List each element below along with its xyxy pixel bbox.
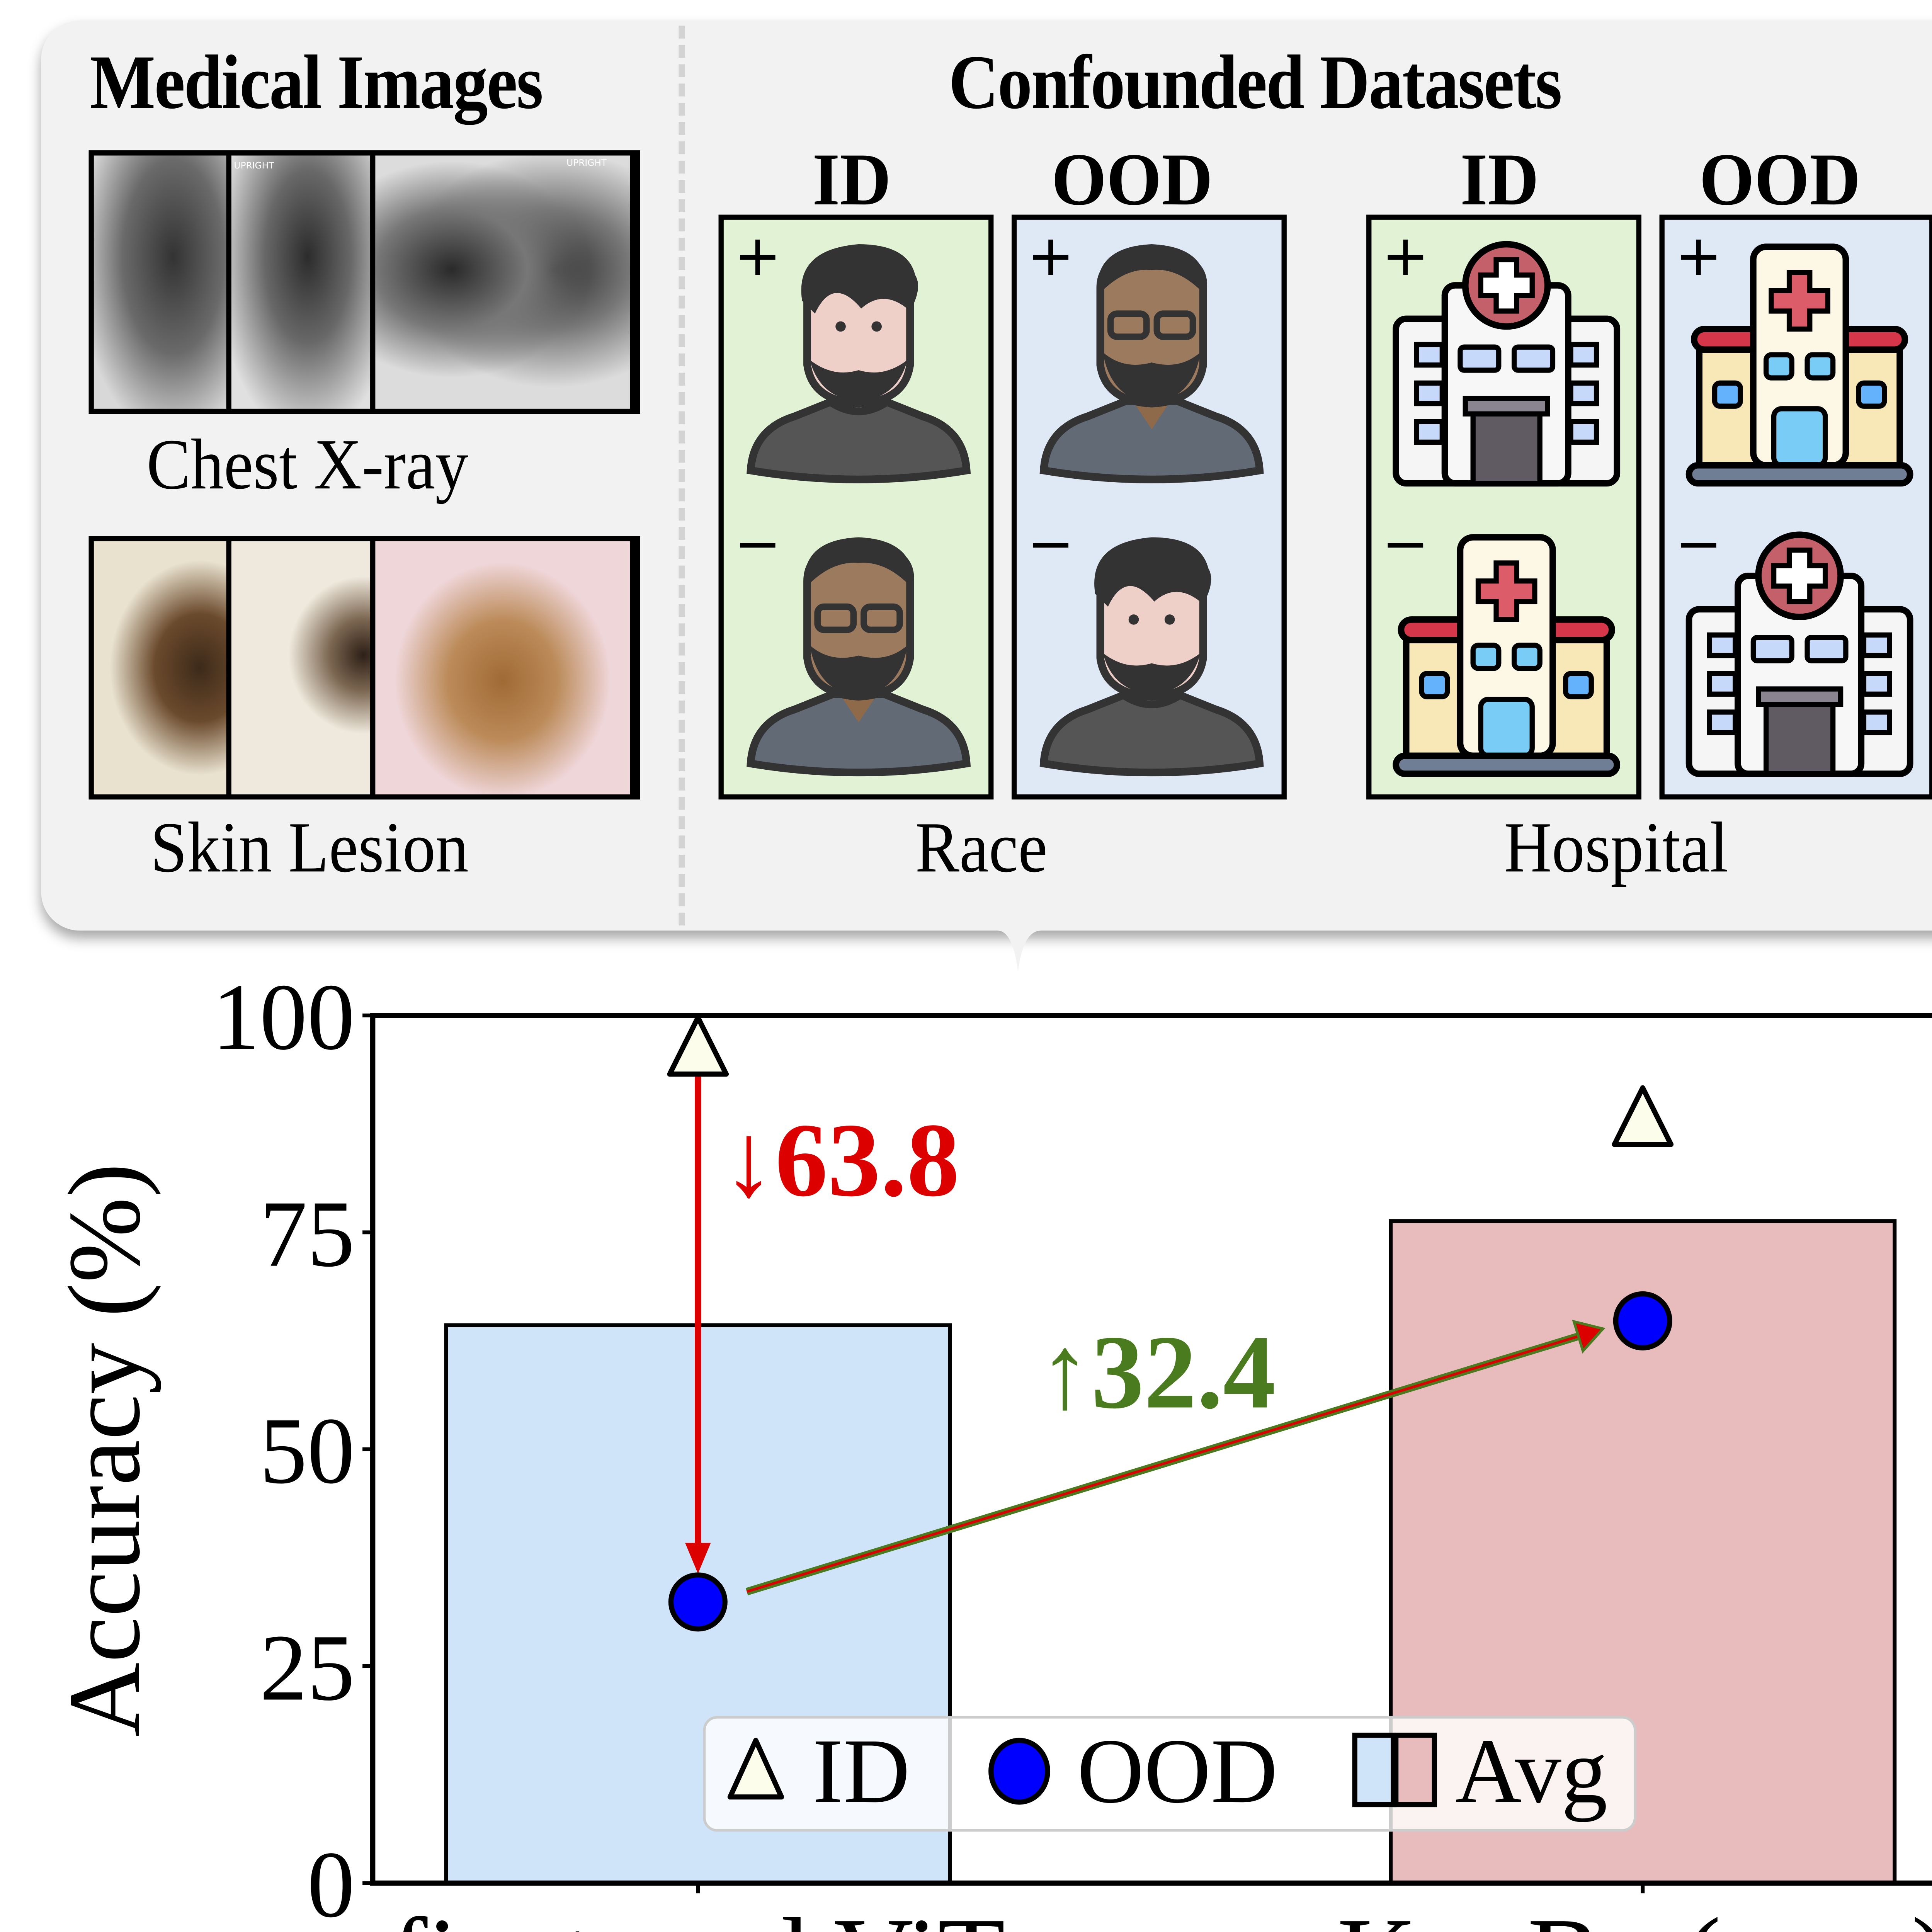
race-caption: Race [915, 808, 1048, 888]
legend-id-label: ID [812, 1720, 910, 1822]
negative-sign: − [734, 511, 782, 577]
dark-skin-man-glasses-icon [1039, 244, 1264, 483]
drop-annotation: ↓63.8 [723, 1102, 960, 1219]
panel-pointer [997, 920, 1041, 972]
positive-sign: + [734, 223, 782, 289]
legend-ood-label: OOD [1077, 1720, 1278, 1822]
hospital-yellow-red-roof-icon [1393, 534, 1621, 777]
legend-avg-label: Avg [1455, 1720, 1608, 1822]
medical-images-title: Medical Images [90, 40, 543, 125]
gain-arrow-shaft [746, 1335, 1579, 1593]
y-tick-label: 25 [260, 1616, 355, 1721]
x-tick-label: finetuned ViT [391, 1895, 1005, 1932]
light-skin-man-icon [1039, 537, 1264, 777]
hospital-white-circle-cross-icon [1685, 531, 1913, 777]
positive-sign: + [1675, 223, 1723, 289]
hospital-yellow-red-roof-icon [1685, 243, 1913, 487]
legend-ood-icon [988, 1738, 1050, 1805]
light-skin-man-icon [747, 244, 971, 483]
ood-marker [1613, 1291, 1672, 1350]
id-marker [1612, 1085, 1674, 1147]
skin-lesion-image [94, 541, 226, 794]
y-tick-label: 75 [260, 1182, 355, 1287]
skin-lesion-images [88, 536, 640, 800]
ood-marker [668, 1572, 728, 1632]
xray-image: UPRIGHT [231, 155, 371, 409]
chest-xray-images: UPRIGHT UPRIGHT [88, 150, 640, 414]
xray-image [94, 155, 226, 409]
x-tick-label: KnoBo (ours) [1337, 1895, 1932, 1932]
y-axis-label: Accuracy (%) [47, 1163, 161, 1737]
hospital-white-circle-cross-icon [1393, 241, 1621, 487]
hospital-id-label: ID [1460, 137, 1539, 221]
y-tick-label: 50 [260, 1398, 355, 1503]
negative-sign: − [1027, 511, 1075, 577]
xray-label: UPRIGHT [234, 160, 274, 171]
legend-avg-icon-knobo [1393, 1733, 1437, 1808]
hospital-caption: Hospital [1504, 808, 1728, 888]
positive-sign: + [1382, 223, 1429, 289]
gain-arrow-head [1572, 1320, 1605, 1354]
panel-divider [679, 26, 685, 926]
xray-image: UPRIGHT [375, 155, 630, 409]
id-marker [667, 1015, 729, 1077]
skin-lesion-image [231, 541, 371, 794]
skin-lesion-image [375, 541, 630, 794]
gain-annotation: ↑32.4 [1039, 1314, 1276, 1431]
legend-avg-icon-vit [1352, 1733, 1396, 1808]
legend-id-icon [727, 1738, 784, 1800]
confounded-datasets-title: Confounded Datasets [948, 40, 1562, 125]
y-tick-label: 0 [307, 1832, 355, 1932]
xray-label: UPRIGHT [566, 158, 607, 168]
hospital-ood-label: OOD [1699, 137, 1861, 221]
positive-sign: + [1027, 223, 1075, 289]
race-id-label: ID [812, 137, 891, 221]
dark-skin-man-glasses-icon [747, 537, 971, 777]
skin-lesion-caption: Skin Lesion [150, 808, 469, 888]
chest-xray-caption: Chest X-ray [146, 425, 469, 505]
negative-sign: − [1382, 511, 1429, 577]
negative-sign: − [1675, 511, 1723, 577]
drop-arrow-head [685, 1543, 711, 1574]
race-ood-label: OOD [1051, 137, 1213, 221]
y-tick-label: 100 [212, 964, 355, 1070]
